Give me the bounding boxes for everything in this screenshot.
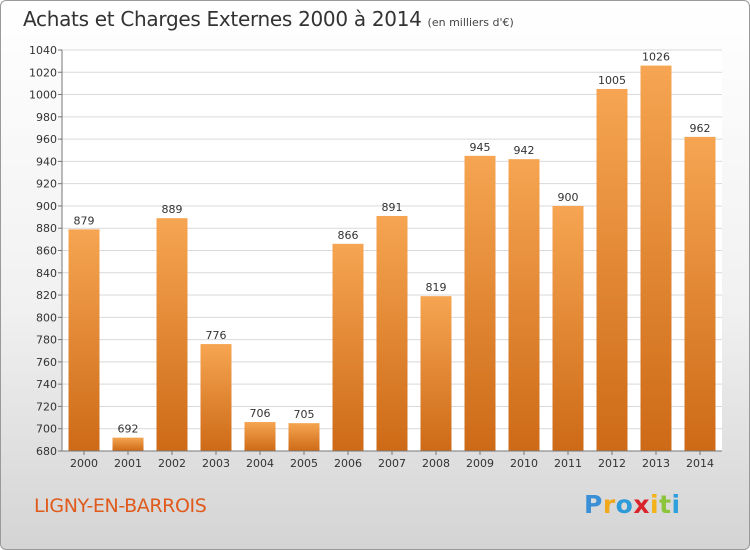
y-tick-label: 720 bbox=[36, 400, 57, 413]
bar-value-label: 1005 bbox=[598, 74, 626, 87]
bar bbox=[376, 215, 408, 451]
logo-letter: r bbox=[602, 490, 616, 519]
chart-title: Achats et Charges Externes 2000 à 2014 (e… bbox=[23, 7, 514, 31]
proxiti-logo[interactable]: Proxiti bbox=[584, 490, 681, 519]
chart-title-text: Achats et Charges Externes 2000 à 2014 bbox=[23, 7, 422, 31]
bar bbox=[596, 88, 628, 451]
y-tick-label: 940 bbox=[36, 155, 57, 168]
y-tick-label: 680 bbox=[36, 445, 57, 458]
y-tick-label: 980 bbox=[36, 111, 57, 124]
bar-value-label: 705 bbox=[294, 408, 315, 421]
bar bbox=[200, 344, 232, 451]
bar-value-label: 879 bbox=[74, 214, 95, 227]
y-tick-label: 760 bbox=[36, 356, 57, 369]
logo-letter: t bbox=[659, 490, 672, 519]
bar bbox=[244, 422, 276, 451]
x-tick-label: 2003 bbox=[202, 457, 230, 470]
bar-value-label: 945 bbox=[470, 141, 491, 154]
y-tick-label: 700 bbox=[36, 423, 57, 436]
data-labels: 879 692 889 776 706 705 866 891 819 945 942 900 1005… bbox=[74, 51, 711, 436]
x-tick-label: 2010 bbox=[510, 457, 538, 470]
logo-letter: x bbox=[633, 490, 650, 519]
x-tick-label: 2007 bbox=[378, 457, 406, 470]
bar bbox=[552, 205, 584, 451]
y-tick-label: 860 bbox=[36, 245, 57, 258]
x-tick-label: 2013 bbox=[642, 457, 670, 470]
x-tick-label: 2001 bbox=[114, 457, 142, 470]
y-tick-label: 880 bbox=[36, 222, 57, 235]
bar-value-label: 819 bbox=[426, 281, 447, 294]
bar bbox=[420, 296, 452, 451]
bar-value-label: 889 bbox=[162, 203, 183, 216]
y-tick-label: 740 bbox=[36, 378, 57, 391]
chart-subtitle: (en milliers d'€) bbox=[427, 16, 514, 29]
logo-letter: i bbox=[650, 490, 660, 519]
bar bbox=[332, 243, 364, 451]
y-axis-ticks: 680 700 720 740 760 780 800 820 840 860 880 900 920 9… bbox=[29, 44, 62, 458]
bar bbox=[288, 423, 320, 451]
bar-value-label: 900 bbox=[558, 191, 579, 204]
bar bbox=[68, 229, 100, 451]
bars bbox=[68, 65, 716, 451]
x-axis-ticks: 2000 2001 2002 2003 2004 2005 2006 2007 2008 2009… bbox=[70, 451, 714, 470]
x-tick-label: 2009 bbox=[466, 457, 494, 470]
bar bbox=[508, 159, 540, 451]
y-tick-label: 1000 bbox=[29, 89, 57, 102]
bar-value-label: 692 bbox=[118, 423, 139, 436]
logo-letter: i bbox=[671, 490, 681, 519]
x-tick-label: 2014 bbox=[686, 457, 714, 470]
bar-value-label: 942 bbox=[514, 144, 535, 157]
y-tick-label: 800 bbox=[36, 311, 57, 324]
bar-value-label: 1026 bbox=[642, 51, 670, 64]
x-tick-label: 2005 bbox=[290, 457, 318, 470]
y-tick-label: 1040 bbox=[29, 44, 57, 57]
y-tick-label: 780 bbox=[36, 334, 57, 347]
bar-value-label: 706 bbox=[250, 407, 271, 420]
y-tick-label: 1020 bbox=[29, 66, 57, 79]
bar-value-label: 866 bbox=[338, 229, 359, 242]
x-tick-label: 2008 bbox=[422, 457, 450, 470]
y-tick-label: 820 bbox=[36, 289, 57, 302]
bar-value-label: 891 bbox=[382, 201, 403, 214]
y-tick-label: 840 bbox=[36, 267, 57, 280]
bar bbox=[156, 218, 188, 451]
logo-letter: P bbox=[584, 490, 603, 519]
y-tick-label: 920 bbox=[36, 178, 57, 191]
bar-value-label: 962 bbox=[690, 122, 711, 135]
x-tick-label: 2012 bbox=[598, 457, 626, 470]
logo-letter: o bbox=[615, 490, 634, 519]
x-tick-label: 2011 bbox=[554, 457, 582, 470]
bar bbox=[464, 155, 496, 451]
y-tick-label: 900 bbox=[36, 200, 57, 213]
x-tick-label: 2006 bbox=[334, 457, 362, 470]
bar bbox=[112, 437, 144, 451]
bar bbox=[684, 136, 716, 451]
bar-value-label: 776 bbox=[206, 329, 227, 342]
x-tick-label: 2004 bbox=[246, 457, 274, 470]
y-tick-label: 960 bbox=[36, 133, 57, 146]
bar bbox=[640, 65, 672, 451]
x-tick-label: 2000 bbox=[70, 457, 98, 470]
commune-name: LIGNY-EN-BARROIS bbox=[34, 495, 207, 517]
x-tick-label: 2002 bbox=[158, 457, 186, 470]
